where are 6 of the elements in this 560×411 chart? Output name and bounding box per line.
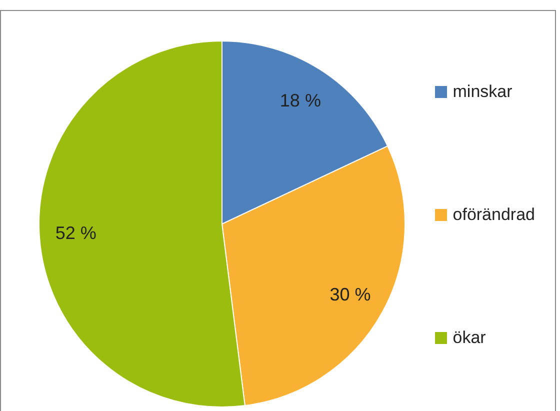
legend-label: minskar	[452, 82, 514, 102]
legend-label: ökar	[452, 328, 487, 348]
legend-label: oförändrad	[452, 205, 535, 225]
data-label: 18 %	[280, 90, 321, 110]
data-label: 52 %	[55, 223, 96, 244]
data-label: 30 %	[330, 284, 371, 305]
